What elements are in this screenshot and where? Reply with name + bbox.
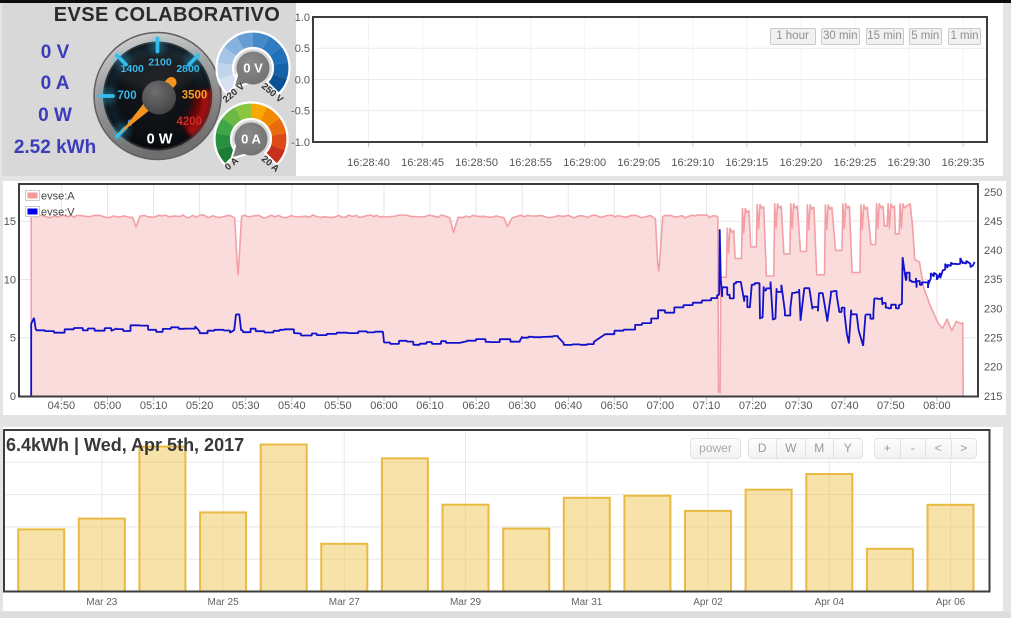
svg-text:07:10: 07:10 xyxy=(693,400,721,412)
svg-text:235: 235 xyxy=(984,274,1002,286)
svg-text:245: 245 xyxy=(984,216,1002,228)
svg-text:Apr 04: Apr 04 xyxy=(815,597,845,608)
svg-text:2800: 2800 xyxy=(176,63,200,75)
svg-text:evse:A: evse:A xyxy=(41,191,75,203)
svg-text:0.0: 0.0 xyxy=(295,74,310,86)
svg-text:05:10: 05:10 xyxy=(140,400,168,412)
svg-text:07:50: 07:50 xyxy=(877,400,905,412)
svg-text:06:50: 06:50 xyxy=(601,400,629,412)
svg-text:Mar 23: Mar 23 xyxy=(86,597,118,608)
svg-text:07:20: 07:20 xyxy=(739,400,767,412)
svg-text:16:29:05: 16:29:05 xyxy=(617,157,660,169)
svg-text:0 V: 0 V xyxy=(243,61,263,76)
svg-text:5: 5 xyxy=(10,333,16,345)
svg-text:Apr 06: Apr 06 xyxy=(936,597,966,608)
svg-text:1.0: 1.0 xyxy=(295,12,310,24)
svg-text:10: 10 xyxy=(4,274,16,286)
svg-text:Mar 31: Mar 31 xyxy=(571,597,603,608)
svg-text:16:29:10: 16:29:10 xyxy=(671,157,714,169)
svg-text:-1.0: -1.0 xyxy=(291,137,310,149)
svg-text:05:00: 05:00 xyxy=(94,400,122,412)
svg-text:15: 15 xyxy=(4,216,16,228)
svg-text:05:20: 05:20 xyxy=(186,400,214,412)
svg-text:2100: 2100 xyxy=(148,57,172,69)
svg-text:Mar 25: Mar 25 xyxy=(208,597,240,608)
svg-text:16:28:50: 16:28:50 xyxy=(455,157,498,169)
svg-text:07:00: 07:00 xyxy=(647,400,675,412)
svg-text:3500: 3500 xyxy=(182,90,208,102)
svg-text:Apr 02: Apr 02 xyxy=(693,597,723,608)
svg-text:0 A: 0 A xyxy=(241,132,261,147)
svg-text:16:29:35: 16:29:35 xyxy=(942,157,985,169)
svg-text:07:30: 07:30 xyxy=(785,400,813,412)
svg-text:06:00: 06:00 xyxy=(370,400,398,412)
svg-text:05:40: 05:40 xyxy=(278,400,306,412)
svg-text:700: 700 xyxy=(117,90,136,102)
svg-text:07:40: 07:40 xyxy=(831,400,859,412)
svg-text:Mar 27: Mar 27 xyxy=(329,597,361,608)
svg-text:05:30: 05:30 xyxy=(232,400,260,412)
svg-text:16:29:30: 16:29:30 xyxy=(888,157,931,169)
svg-text:Mar 29: Mar 29 xyxy=(450,597,482,608)
svg-text:04:50: 04:50 xyxy=(48,400,76,412)
svg-text:0 W: 0 W xyxy=(147,132,173,148)
svg-text:1400: 1400 xyxy=(121,63,145,75)
svg-text:06:20: 06:20 xyxy=(462,400,490,412)
svg-text:225: 225 xyxy=(984,333,1002,345)
svg-text:4200: 4200 xyxy=(177,116,203,128)
svg-text:16:29:25: 16:29:25 xyxy=(834,157,877,169)
svg-text:16:28:55: 16:28:55 xyxy=(509,157,552,169)
svg-text:06:30: 06:30 xyxy=(508,400,536,412)
svg-text:06:40: 06:40 xyxy=(555,400,583,412)
svg-text:16:29:20: 16:29:20 xyxy=(779,157,822,169)
svg-text:16:29:00: 16:29:00 xyxy=(563,157,606,169)
svg-text:08:00: 08:00 xyxy=(923,400,951,412)
svg-text:16:28:45: 16:28:45 xyxy=(401,157,444,169)
svg-text:evse:V: evse:V xyxy=(41,207,75,219)
svg-text:-0.5: -0.5 xyxy=(291,106,310,118)
svg-text:16:29:15: 16:29:15 xyxy=(725,157,768,169)
svg-text:05:50: 05:50 xyxy=(324,400,352,412)
svg-text:16:28:40: 16:28:40 xyxy=(347,157,390,169)
svg-text:0: 0 xyxy=(10,391,16,403)
svg-text:220: 220 xyxy=(984,362,1002,374)
svg-text:250: 250 xyxy=(984,187,1002,199)
svg-text:240: 240 xyxy=(984,245,1002,257)
svg-text:230: 230 xyxy=(984,303,1002,315)
svg-text:06:10: 06:10 xyxy=(416,400,444,412)
svg-text:215: 215 xyxy=(984,391,1002,403)
svg-text:0.5: 0.5 xyxy=(295,43,310,55)
